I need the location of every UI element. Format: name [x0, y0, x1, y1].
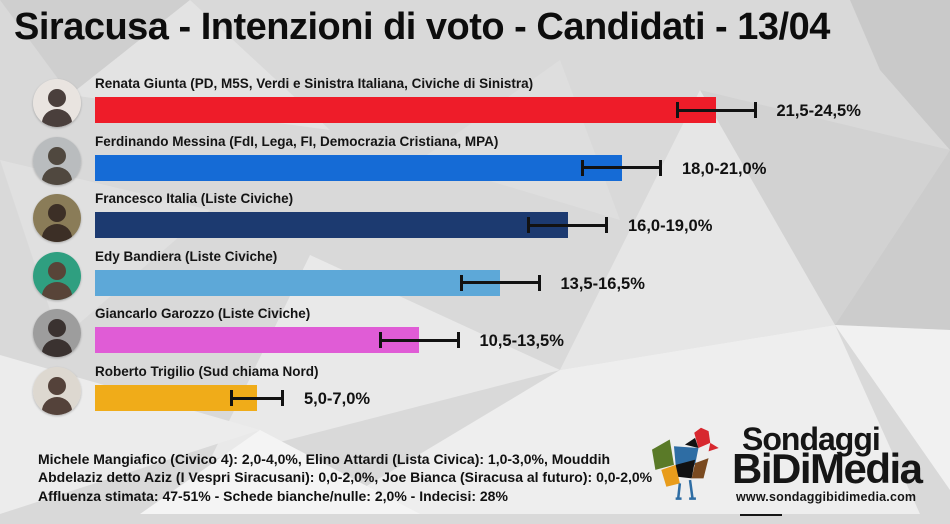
candidate-bar: [95, 327, 419, 354]
candidate-bar: [95, 154, 622, 181]
error-bar: [378, 332, 460, 349]
candidate-name: Francesco Italia (Liste Civiche): [95, 191, 294, 207]
logo-word-bidimedia: BiDiMedia: [732, 445, 923, 492]
error-bar-low-cap: [581, 159, 584, 176]
error-bar-high-cap: [456, 332, 460, 349]
person-icon: [33, 367, 81, 415]
candidate-avatar: [33, 367, 81, 415]
logo-url: www.sondaggibidimedia.com: [736, 490, 917, 504]
range-label: 5,0-7,0%: [304, 390, 371, 408]
candidate-name: Roberto Trigilio (Sud chiama Nord): [95, 364, 319, 379]
candidate-row: Francesco Italia (Liste Civiche) 16,0-19…: [33, 191, 950, 249]
error-bar: [527, 217, 608, 234]
range-label: 13,5-16,5%: [560, 274, 645, 293]
error-bar-line: [459, 281, 541, 285]
error-bar: [230, 390, 284, 406]
error-bar-high-cap: [281, 390, 284, 406]
footnotes: Michele Mangiafico (Civico 4): 2,0-4,0%,…: [38, 450, 674, 505]
range-label: 10,5-13,5%: [479, 332, 564, 351]
candidate-row: Roberto Trigilio (Sud chiama Nord) 5,0-7…: [33, 364, 950, 422]
error-bar-low-cap: [378, 332, 382, 349]
bidimedia-logo: Sondaggi BiDiMedia www.sondaggibidimedia…: [644, 423, 944, 516]
candidate-row: Giancarlo Garozzo (Liste Civiche) 10,5-1…: [33, 306, 950, 364]
candidate-avatar: [33, 251, 81, 300]
candidate-avatar: [33, 136, 81, 185]
candidate-name: Ferdinando Messina (FdI, Lega, FI, Democ…: [95, 133, 499, 149]
error-bar-line: [581, 166, 662, 170]
error-bar-high-cap: [537, 274, 541, 291]
error-bar-line: [230, 396, 284, 400]
error-bar-high-cap: [753, 102, 757, 118]
person-icon: [33, 309, 81, 358]
candidate-bar: [95, 97, 716, 123]
range-label: 21,5-24,5%: [776, 102, 861, 120]
candidate-name: Edy Bandiera (Liste Civiche): [95, 248, 278, 264]
error-bar-low-cap: [459, 274, 463, 291]
turnout-note: Affluenza stimata: 47-51% - Schede bianc…: [38, 488, 508, 504]
range-label: 16,0-19,0%: [628, 217, 713, 236]
logo-rule: [740, 513, 782, 516]
error-bar-low-cap: [230, 390, 233, 406]
error-bar-line: [675, 108, 757, 112]
candidate-avatar: [33, 309, 81, 358]
error-bar-line: [527, 223, 608, 227]
person-icon: [33, 251, 81, 300]
person-icon: [33, 194, 81, 243]
range-label: 18,0-21,0%: [682, 159, 767, 178]
error-bar-low-cap: [675, 102, 679, 118]
person-icon: [33, 136, 81, 185]
candidate-name: Renata Giunta (PD, M5S, Verdi e Sinistra…: [95, 76, 534, 91]
error-bar: [581, 159, 662, 176]
error-bar-high-cap: [659, 159, 662, 176]
error-bar: [459, 274, 541, 291]
error-bar-high-cap: [605, 217, 608, 234]
rooster-icon: [652, 427, 719, 500]
candidate-name: Giancarlo Garozzo (Liste Civiche): [95, 306, 311, 322]
error-bar-line: [378, 338, 460, 342]
candidate-bar: [95, 269, 500, 296]
candidate-row: Edy Bandiera (Liste Civiche) 13,5-16,5%: [33, 249, 950, 307]
candidate-avatar: [33, 194, 81, 243]
candidate-bar: [95, 212, 568, 239]
other-candidates-note: Michele Mangiafico (Civico 4): 2,0-4,0%,…: [38, 451, 653, 485]
error-bar: [675, 102, 757, 118]
candidate-row: Ferdinando Messina (FdI, Lega, FI, Democ…: [33, 134, 950, 192]
candidate-avatar: [33, 79, 81, 127]
person-icon: [33, 79, 81, 127]
error-bar-low-cap: [527, 217, 530, 234]
candidate-row: Renata Giunta (PD, M5S, Verdi e Sinistra…: [33, 76, 950, 134]
